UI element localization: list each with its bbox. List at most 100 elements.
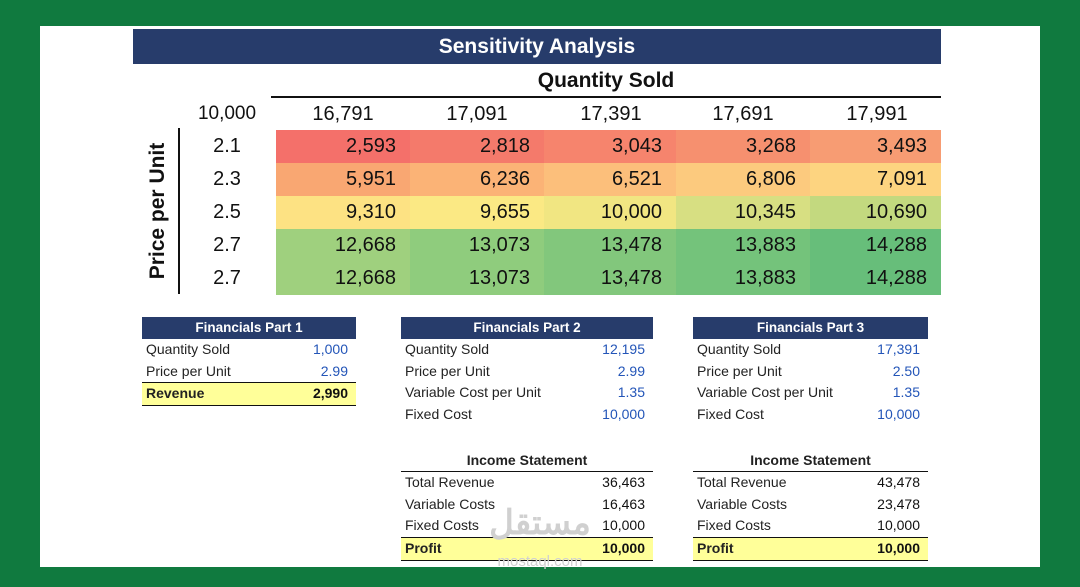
row-value[interactable]: 1,000	[312, 341, 348, 357]
grid-cell[interactable]: 13,478	[544, 262, 676, 295]
row-value[interactable]: 1.35	[892, 384, 920, 401]
financials-part-3: Financials Part 3 Quantity Sold 17,391 P…	[693, 317, 928, 426]
financials-part-1: Financials Part 1 Quantity Sold 1,000 Pr…	[142, 317, 356, 407]
financials-part-1-header: Financials Part 1	[142, 317, 356, 339]
row-label: Quantity Sold	[697, 341, 782, 357]
profit-row[interactable]: Profit 10,000	[693, 537, 928, 561]
quantity-header-cell[interactable]: 17,391	[580, 103, 642, 125]
grid-cell[interactable]: 6,521	[544, 163, 676, 196]
grid-cell[interactable]: 9,310	[276, 196, 410, 229]
financials-part-2: Financials Part 2 Quantity Sold 12,195 P…	[401, 317, 653, 426]
price-header-cell[interactable]: 2.7	[213, 234, 241, 256]
quantity-header-cell[interactable]: 17,991	[846, 103, 908, 125]
grid-cell[interactable]: 13,883	[676, 262, 810, 295]
grid-cell[interactable]: 2,818	[410, 130, 544, 163]
table-row[interactable]: Quantity Sold 17,391	[693, 339, 928, 361]
row-label: Revenue	[146, 385, 205, 402]
grid-cell[interactable]: 10,345	[676, 196, 810, 229]
quantity-header-cell[interactable]: 16,791	[312, 103, 374, 125]
table-row[interactable]: Price per Unit 2.99	[142, 361, 356, 383]
watermark-url: mostaql.com	[497, 553, 583, 570]
table-row[interactable]: Variable Cost per Unit 1.35	[401, 382, 653, 404]
quantity-header-cell[interactable]: 17,091	[446, 103, 508, 125]
grid-cell[interactable]: 7,091	[810, 163, 941, 196]
row-value[interactable]: 17,391	[877, 341, 920, 357]
income-statement-2: Income Statement Total Revenue 36,463 Va…	[401, 449, 653, 561]
price-header-cell[interactable]: 2.3	[213, 168, 241, 190]
row-value[interactable]: 2.99	[320, 362, 348, 379]
price-header-cell[interactable]: 2.1	[213, 135, 241, 157]
grid-cell[interactable]: 6,236	[410, 163, 544, 196]
row-label: Total Revenue	[405, 474, 495, 490]
table-row[interactable]: Fixed Costs 10,000	[693, 515, 928, 537]
row-value[interactable]: 16,463	[602, 495, 645, 512]
grid-cell[interactable]: 9,655	[410, 196, 544, 229]
table-row[interactable]: Fixed Cost 10,000	[693, 404, 928, 426]
row-value[interactable]: 10,000	[602, 540, 645, 557]
price-header-cell[interactable]: 2.5	[213, 201, 241, 223]
row-label: Price per Unit	[405, 362, 490, 379]
grid-cell[interactable]: 10,000	[544, 196, 676, 229]
table-row[interactable]: Variable Costs 23,478	[693, 494, 928, 516]
grid-cell[interactable]: 13,883	[676, 229, 810, 262]
grid-cell[interactable]: 13,478	[544, 229, 676, 262]
row-label: Quantity Sold	[146, 341, 231, 357]
quantity-axis-title: Quantity Sold	[271, 66, 941, 98]
table-row[interactable]: Quantity Sold 1,000	[142, 339, 356, 361]
row-label: Variable Cost per Unit	[697, 384, 833, 401]
row-value[interactable]: 2,990	[312, 385, 348, 402]
row-value[interactable]: 10,000	[602, 406, 645, 423]
grid-cell[interactable]: 5,951	[276, 163, 410, 196]
watermark-logo: مستقل	[489, 504, 591, 542]
table-row[interactable]: Price per Unit 2.99	[401, 361, 653, 383]
row-value[interactable]: 10,000	[602, 517, 645, 534]
table-row[interactable]: Fixed Costs 10,000	[401, 515, 653, 537]
row-label: Variable Cost per Unit	[405, 384, 541, 401]
price-axis-title: Price per Unit	[146, 142, 169, 280]
row-value[interactable]: 10,000	[877, 517, 920, 534]
table-row[interactable]: Quantity Sold 12,195	[401, 339, 653, 361]
row-value[interactable]: 2.50	[892, 362, 920, 379]
spreadsheet-sheet: Sensitivity Analysis Quantity Sold 10,00…	[40, 26, 1040, 570]
row-value[interactable]: 43,478	[877, 474, 920, 490]
grid-cell[interactable]: 3,268	[676, 130, 810, 163]
grid-cell[interactable]: 14,288	[810, 262, 941, 295]
sensitivity-title: Sensitivity Analysis	[133, 29, 941, 64]
table-row[interactable]: Price per Unit 2.50	[693, 361, 928, 383]
grid-cell[interactable]: 10,690	[810, 196, 941, 229]
row-label: Profit	[405, 540, 442, 557]
corner-cell[interactable]: 10,000	[197, 103, 257, 124]
row-label: Variable Costs	[405, 495, 496, 512]
row-value[interactable]: 12,195	[602, 341, 645, 357]
grid-cell[interactable]: 14,288	[810, 229, 941, 262]
grid-cell[interactable]: 12,668	[276, 262, 410, 295]
table-row[interactable]: Total Revenue 36,463	[401, 472, 653, 494]
grid-cell[interactable]: 13,073	[410, 229, 544, 262]
grid-cell[interactable]: 13,073	[410, 262, 544, 295]
grid-cell[interactable]: 6,806	[676, 163, 810, 196]
quantity-header-cell[interactable]: 17,691	[712, 103, 774, 125]
row-value[interactable]: 36,463	[602, 474, 645, 490]
table-row[interactable]: Variable Cost per Unit 1.35	[693, 382, 928, 404]
table-row[interactable]: Fixed Cost 10,000	[401, 404, 653, 426]
row-value[interactable]: 2.99	[617, 362, 645, 379]
income-statement-header: Income Statement	[401, 449, 653, 472]
grid-cell[interactable]: 12,668	[276, 229, 410, 262]
grid-cell[interactable]: 3,043	[544, 130, 676, 163]
row-value[interactable]: 10,000	[877, 540, 920, 557]
table-row[interactable]: Total Revenue 43,478	[693, 472, 928, 494]
income-statement-header: Income Statement	[693, 449, 928, 472]
row-value[interactable]: 23,478	[877, 495, 920, 512]
row-label: Fixed Costs	[405, 517, 479, 534]
financials-part-3-header: Financials Part 3	[693, 317, 928, 339]
table-row[interactable]: Variable Costs 16,463	[401, 494, 653, 516]
profit-row[interactable]: Profit 10,000	[401, 537, 653, 561]
row-value[interactable]: 1.35	[617, 384, 645, 401]
revenue-row[interactable]: Revenue 2,990	[142, 382, 356, 407]
row-label: Price per Unit	[146, 362, 231, 379]
grid-cell[interactable]: 2,593	[276, 130, 410, 163]
income-statement-3: Income Statement Total Revenue 43,478 Va…	[693, 449, 928, 561]
row-value[interactable]: 10,000	[877, 406, 920, 423]
grid-cell[interactable]: 3,493	[810, 130, 941, 163]
price-header-cell[interactable]: 2.7	[213, 267, 241, 289]
